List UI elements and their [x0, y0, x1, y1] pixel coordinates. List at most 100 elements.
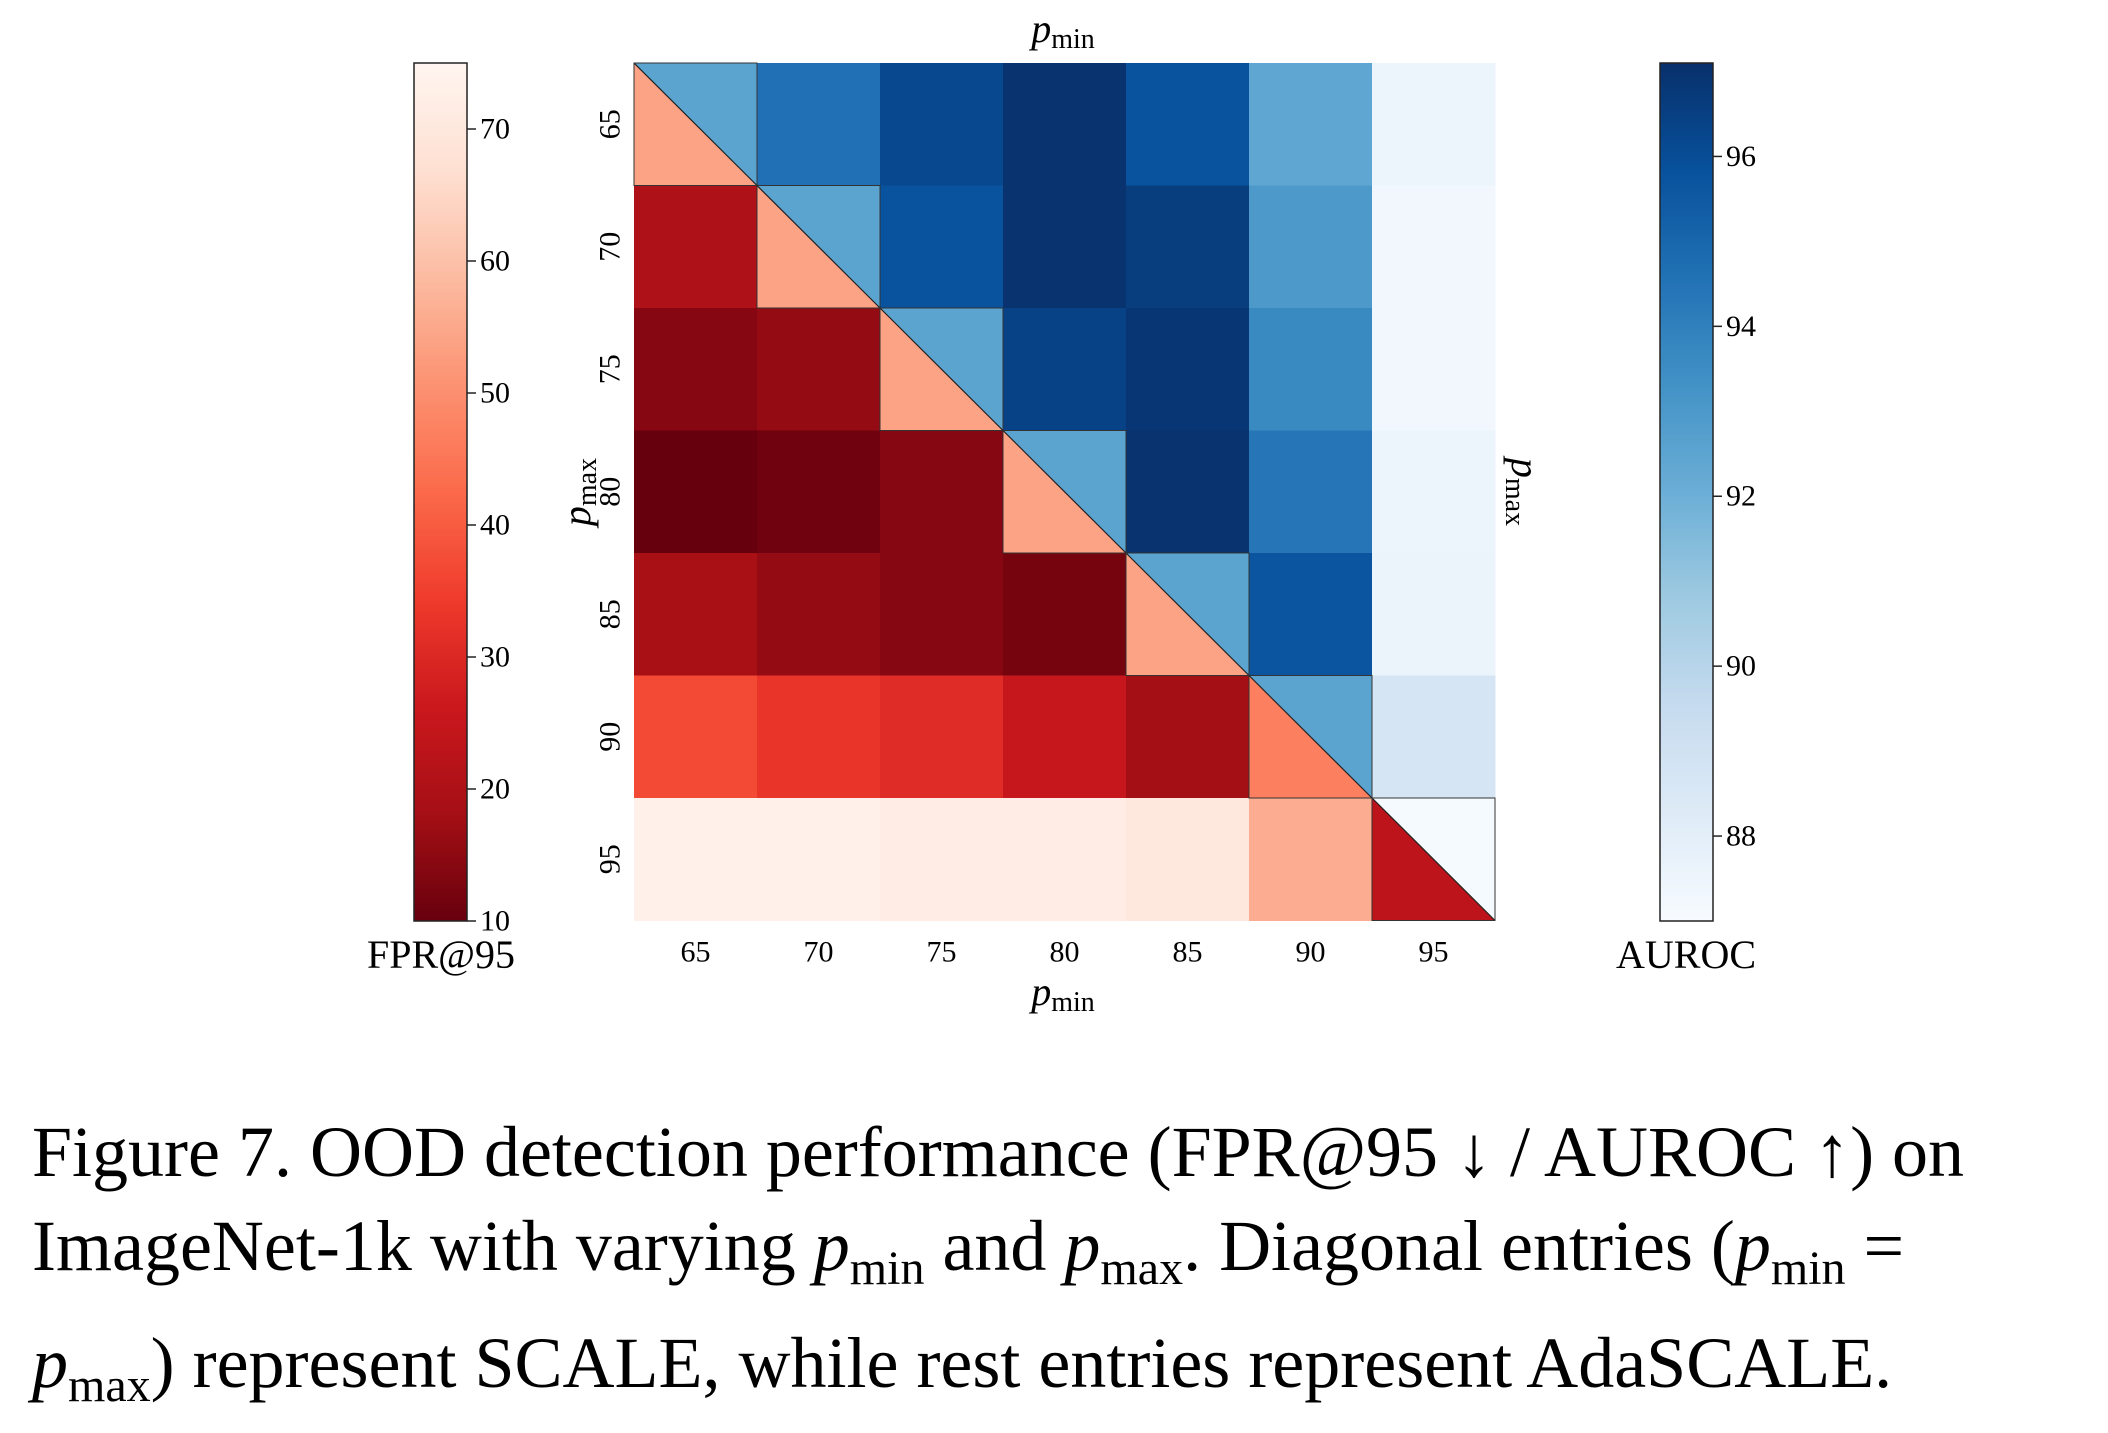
fpr-cell — [1003, 798, 1127, 921]
diagonal-cell-outline — [1002, 430, 1127, 554]
diagonal-divider — [1248, 675, 1373, 799]
fpr-colorbar-ticks: 10 20 30 40 50 60 70 — [467, 113, 510, 938]
fpr-cell — [757, 430, 881, 554]
auroc-cell — [1003, 308, 1127, 431]
x-tick-label: 90 — [1296, 936, 1326, 969]
diagonal-cell-outline — [1248, 675, 1373, 799]
fpr-colorbar: 10 20 30 40 50 60 70 FPR@95 — [367, 62, 515, 977]
fpr-cell — [1003, 553, 1127, 676]
x-tick-label: 70 — [804, 936, 834, 969]
y-tick-label: 80 — [594, 477, 627, 507]
auroc-cell — [1372, 63, 1496, 186]
heatmap-cells — [633, 62, 1496, 921]
fpr-cell — [880, 675, 1004, 799]
auroc-cell — [1249, 553, 1373, 676]
colorbar-tick-label: 88 — [1726, 820, 1756, 853]
auroc-colorbar-ticks: 88 90 92 94 96 — [1713, 140, 1756, 853]
y-left-sub: max — [572, 458, 603, 506]
x-bottom-base: p — [1028, 969, 1051, 1014]
colorbar-tick-label: 30 — [480, 641, 510, 674]
caption-line-1: Figure 7. OOD detection performance (FPR… — [32, 1112, 1965, 1192]
auroc-colorbar: 88 90 92 94 96 AUROC — [1616, 62, 1756, 977]
fpr-cell — [1126, 798, 1250, 921]
colorbar-tick-label: 50 — [480, 377, 510, 410]
caption-text: = — [1845, 1206, 1905, 1286]
fpr-cell — [757, 675, 881, 799]
auroc-cell — [1249, 63, 1373, 186]
caption-sub-min: min — [849, 1242, 925, 1295]
diagonal-divider — [879, 307, 1004, 431]
y-axis-title-left: pmax — [554, 458, 603, 529]
diagonal-cell-outline — [633, 62, 758, 186]
y-tick-label: 90 — [594, 722, 627, 752]
auroc-cell — [1372, 553, 1496, 676]
auroc-cell — [1249, 430, 1373, 554]
auroc-colorbar-label: AUROC — [1616, 932, 1756, 977]
diagonal-cell-outline — [756, 185, 881, 309]
auroc-cell — [1003, 185, 1127, 309]
fpr-cell — [757, 798, 881, 921]
x-top-base: p — [1028, 6, 1051, 51]
auroc-cell — [1372, 308, 1496, 431]
diagonal-cell-outline — [1371, 797, 1496, 921]
y-tick-label: 75 — [594, 354, 627, 384]
auroc-cell — [1372, 430, 1496, 554]
y-tick-label: 70 — [594, 232, 627, 262]
caption-sub-max: max — [68, 1359, 151, 1412]
auroc-cell — [880, 63, 1004, 186]
caption-line-3: pmax) represent SCALE, while rest entrie… — [32, 1316, 2082, 1433]
fpr-colorbar-gradient — [413, 62, 468, 922]
auroc-cell — [1249, 308, 1373, 431]
x-tick-label: 75 — [927, 936, 957, 969]
fpr-cell — [634, 553, 758, 676]
fpr-cell — [757, 308, 881, 431]
colorbar-tick-label: 10 — [480, 905, 510, 938]
auroc-cell — [1372, 185, 1496, 309]
colorbar-tick-label: 90 — [1726, 650, 1756, 683]
fpr-cell — [634, 798, 758, 921]
y-right-base: p — [1503, 455, 1548, 478]
fpr-cell — [757, 553, 881, 676]
colorbar-tick-label: 40 — [480, 509, 510, 542]
auroc-cell — [1126, 63, 1250, 186]
caption-p: p — [1734, 1206, 1771, 1286]
fpr-cell — [1003, 675, 1127, 799]
colorbar-tick-label: 96 — [1726, 140, 1756, 173]
auroc-colorbar-gradient — [1659, 62, 1714, 922]
caption-p: p — [813, 1206, 850, 1286]
x-tick-label: 80 — [1050, 936, 1080, 969]
caption-text: ) represent SCALE, while rest entries re… — [150, 1323, 1893, 1403]
x-axis-title-bottom: pmin — [1028, 969, 1095, 1018]
caption-p: p — [32, 1323, 68, 1403]
auroc-cell — [1126, 185, 1250, 309]
caption-text: ImageNet-1k with varying — [32, 1206, 814, 1286]
caption-sub-max: max — [1100, 1242, 1184, 1295]
figure-caption: Figure 7. OOD detection performance (FPR… — [32, 1105, 2082, 1433]
fpr-colorbar-label: FPR@95 — [367, 932, 515, 977]
diagonal-divider — [1125, 552, 1250, 676]
fpr-cell — [880, 798, 1004, 921]
y-tick-labels: 65 70 75 80 85 90 95 — [594, 109, 627, 874]
caption-sub-min: min — [1770, 1242, 1846, 1295]
y-tick-label: 85 — [594, 599, 627, 629]
fpr-cell — [634, 308, 758, 431]
diagonal-cell-outline — [879, 307, 1004, 431]
y-axis-title-right: pmax — [1499, 455, 1548, 526]
auroc-cell — [1249, 185, 1373, 309]
diagonal-divider — [633, 62, 758, 186]
caption-p: p — [1064, 1206, 1101, 1286]
x-top-sub: min — [1051, 24, 1095, 55]
colorbar-tick-label: 94 — [1726, 310, 1756, 343]
diagonal-cell-outline — [1125, 552, 1250, 676]
x-tick-label: 85 — [1173, 936, 1203, 969]
auroc-cell — [1126, 430, 1250, 554]
fpr-cell — [880, 553, 1004, 676]
fpr-cell — [634, 430, 758, 554]
x-tick-labels: 65 70 75 80 85 90 95 — [681, 936, 1449, 969]
caption-text: . Diagonal entries ( — [1183, 1206, 1735, 1286]
auroc-cell — [1003, 63, 1127, 186]
fpr-cell — [1249, 798, 1373, 921]
colorbar-tick-label: 20 — [480, 773, 510, 806]
diagonal-divider — [1002, 430, 1127, 554]
heatmap-figure: 65 70 75 80 85 90 95 65 70 75 80 85 90 95 pmin pmin … — [367, 6, 1756, 1018]
